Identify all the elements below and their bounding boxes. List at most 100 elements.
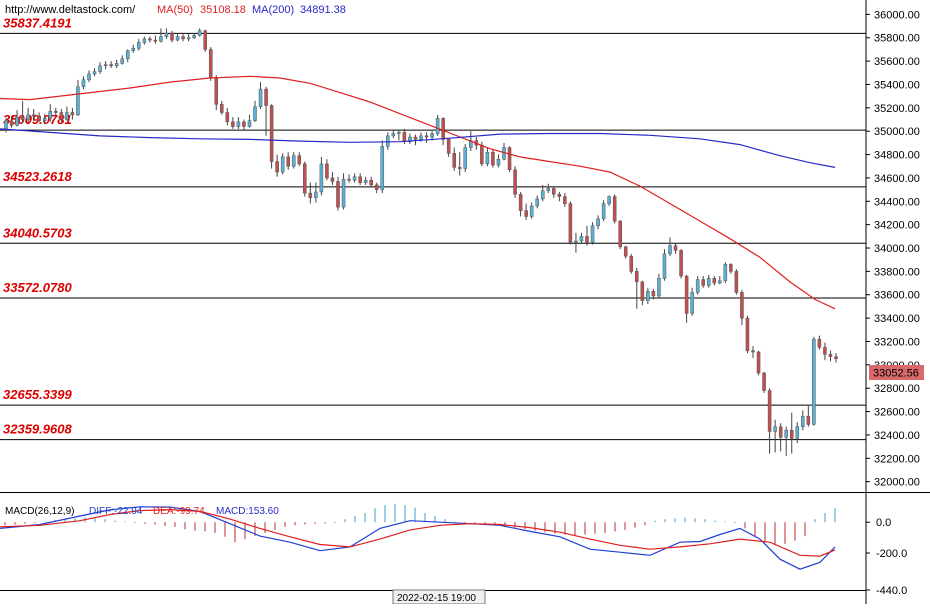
y-tick-label: 34600.00 — [874, 173, 920, 185]
candle-down — [618, 220, 622, 248]
candle-up — [92, 71, 97, 75]
candle-down — [9, 120, 14, 126]
candle-down — [109, 64, 113, 67]
candle-down — [446, 139, 451, 154]
candle-down — [208, 49, 213, 78]
candle-down — [734, 271, 739, 293]
candle-up — [175, 36, 180, 41]
candle-up — [668, 245, 672, 255]
candle-up — [363, 180, 368, 183]
candle-up — [192, 35, 196, 38]
y-tick-label: 34800.00 — [874, 150, 920, 162]
candle-up — [258, 88, 263, 107]
macd-hist-value: MACD:153.60 — [216, 506, 279, 517]
candle-up — [529, 205, 534, 217]
ma50-value: 35108.18 — [200, 4, 246, 16]
candle-up — [607, 196, 611, 204]
y-tick-label: 32200.00 — [874, 453, 920, 465]
candle-down — [20, 116, 25, 120]
candle-up — [435, 118, 440, 134]
candle-down — [491, 151, 495, 166]
current-price-label: 33052.56 — [873, 368, 919, 380]
candle-up — [114, 63, 119, 67]
macd-title: MACD(26,12,9) — [5, 506, 74, 517]
candle-down — [640, 281, 645, 301]
candle-up — [590, 225, 595, 243]
macd-dea-value: DEA:-99.74 — [153, 506, 205, 517]
candle-up — [419, 135, 423, 140]
candle-down — [54, 111, 58, 113]
macd-y-tick-label: -440.0 — [876, 585, 907, 597]
candle-up — [280, 156, 285, 173]
candle-up — [469, 140, 473, 148]
candle-down — [778, 426, 783, 438]
macd-panel: 0.0 -200.0 -440.0 — [0, 503, 907, 597]
candle-down — [817, 338, 822, 348]
candle-up — [76, 86, 80, 116]
candle-up — [386, 135, 390, 147]
candle-down — [480, 144, 484, 165]
candle-up — [463, 147, 468, 169]
candle-down — [828, 354, 833, 357]
current-price-tag — [869, 365, 924, 380]
candle-up — [42, 118, 47, 121]
candle-up — [4, 120, 8, 131]
candle-up — [706, 278, 711, 286]
candle-up — [142, 38, 147, 43]
level-label: 32655.3399 — [3, 387, 72, 402]
candle-down — [325, 163, 329, 179]
candle-up — [496, 158, 501, 166]
candle-down — [629, 255, 634, 272]
candle-up — [98, 65, 102, 72]
candle-up — [15, 116, 19, 126]
y-tick-label: 34400.00 — [874, 196, 920, 208]
candle-down — [231, 121, 235, 127]
candle-up — [26, 114, 30, 120]
level-label: 32359.9608 — [3, 422, 72, 437]
candle-down — [374, 184, 379, 190]
candle-down — [203, 30, 207, 50]
level-label: 34040.5703 — [3, 225, 72, 240]
candle-up — [319, 163, 324, 193]
candle-up — [784, 430, 788, 438]
candle-down — [170, 32, 174, 41]
y-tick-label: 35200.00 — [874, 103, 920, 115]
candle-down — [369, 180, 373, 186]
candle-up — [574, 240, 578, 243]
y-tick-label: 33200.00 — [874, 336, 920, 348]
candle-down — [37, 115, 41, 121]
candle-down — [424, 135, 429, 138]
candle-down — [225, 112, 230, 123]
y-tick-label: 36000.00 — [874, 9, 920, 21]
candle-up — [48, 111, 53, 119]
candle-up — [485, 151, 490, 165]
candle-down — [264, 88, 268, 106]
candle-down — [413, 136, 418, 140]
candle-up — [87, 73, 91, 81]
candle-down — [242, 121, 246, 127]
candle-up — [247, 120, 252, 127]
crosshair-time-label: 2022-02-15 19:00 — [397, 593, 476, 604]
candle-down — [762, 372, 766, 391]
y-tick-label: 33400.00 — [874, 313, 920, 325]
candle-down — [59, 112, 64, 120]
candle-up — [197, 30, 202, 36]
candle-up — [397, 132, 401, 134]
candle-up — [341, 178, 346, 208]
candle-down — [767, 390, 772, 432]
candle-down — [684, 275, 689, 314]
candle-down — [402, 132, 407, 142]
candle-up — [186, 37, 191, 40]
y-tick-label: 35000.00 — [874, 126, 920, 138]
candle-down — [552, 188, 556, 195]
y-tick-label: 35800.00 — [874, 33, 920, 45]
candle-up — [657, 278, 661, 297]
y-tick-label: 32800.00 — [874, 383, 920, 395]
candle-down — [507, 147, 512, 170]
candle-down — [297, 155, 302, 165]
candle-down — [729, 264, 733, 272]
candle-down — [612, 196, 617, 222]
candle-down — [275, 161, 279, 173]
candle-down — [524, 210, 528, 217]
